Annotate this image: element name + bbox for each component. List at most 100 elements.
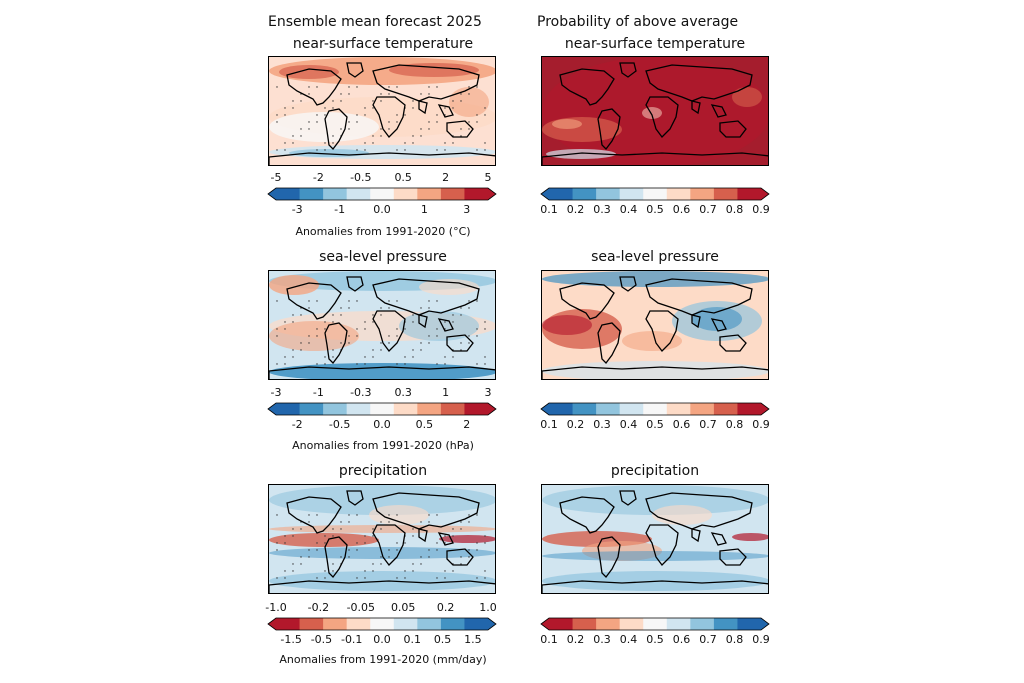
right-column-title: Probability of above average <box>537 14 739 30</box>
map-field-region <box>449 87 489 117</box>
ens-temp-unit-label: Anomalies from 1991-2020 (°C) <box>295 225 471 238</box>
colorbar-tick-label: 0.9 <box>752 203 770 216</box>
colorbar-tick-label: 0.4 <box>619 418 638 431</box>
map-field-region <box>269 485 495 515</box>
map-field-region <box>419 279 479 295</box>
ens-temp-colorbar: -5 -2 -0.5 0.5 2 5 -3 -1 0.0 1 3 <box>267 171 497 216</box>
colorbar-extend-high <box>761 618 769 630</box>
colorbar-tick-label: 0.8 <box>725 418 744 431</box>
colorbar-segment <box>276 188 301 200</box>
colorbar-tick-label: 0.7 <box>699 418 717 431</box>
colorbar-segment <box>417 618 442 630</box>
colorbar-segment <box>299 403 324 415</box>
prob-precip-title: precipitation <box>610 463 700 479</box>
ens-precip-map <box>268 484 496 594</box>
colorbar-tick-label: 0.9 <box>752 633 770 646</box>
colorbar-tick-label: 0.4 <box>619 203 638 216</box>
map-field-region <box>542 271 768 287</box>
colorbar-tick-label: -0.5 <box>310 633 333 646</box>
map-field-region <box>542 485 768 515</box>
ens-precip-colorbar: -1.0 -0.2 -0.05 0.05 0.2 1.0 -1.5 -0.5 -0.1 0.0 0.… <box>265 601 497 646</box>
map-field-region <box>269 321 359 351</box>
colorbar-extend-high <box>488 618 496 630</box>
colorbar-segment <box>464 403 489 415</box>
map-field-region <box>652 505 712 525</box>
colorbar-tick-label: 0.5 <box>646 633 664 646</box>
colorbar-tick-label: 0.2 <box>566 633 585 646</box>
colorbar-segment <box>572 618 597 630</box>
colorbar-tick-label: 0.9 <box>752 418 770 431</box>
colorbar-tick-label: 0.6 <box>672 203 691 216</box>
colorbar-tick-label: 0.5 <box>646 203 664 216</box>
map-field-region <box>546 149 616 159</box>
colorbar-segment <box>713 618 738 630</box>
colorbar-tick-label: 0.5 <box>433 633 452 646</box>
colorbar-tick-label: -2 <box>312 171 324 184</box>
colorbar-extend-low <box>268 188 276 200</box>
colorbar-segment <box>370 188 395 200</box>
colorbar-segment <box>713 403 738 415</box>
colorbar-segment <box>619 618 644 630</box>
colorbar-segment <box>619 403 644 415</box>
colorbar-tick-label: 0.6 <box>672 633 691 646</box>
colorbar-outline <box>267 402 497 416</box>
colorbar-tick-label: 0.1 <box>540 633 558 646</box>
colorbar-segment <box>619 188 644 200</box>
colorbar-tick-label: -3 <box>270 386 282 399</box>
colorbar-extend-high <box>761 403 769 415</box>
colorbar-extend-low <box>268 403 276 415</box>
colorbar-extend-low <box>268 618 276 630</box>
colorbar-segment <box>713 188 738 200</box>
colorbar-tick-label: 0.2 <box>436 601 455 614</box>
colorbar-tick-label: -3 <box>291 203 303 216</box>
colorbar-segment <box>417 188 442 200</box>
colorbar-segment <box>276 403 301 415</box>
colorbar-segment <box>323 188 348 200</box>
coastlines <box>542 62 768 165</box>
colorbar-outline <box>267 617 497 631</box>
map-field-region <box>269 275 319 295</box>
map-field-region <box>269 533 379 547</box>
colorbar-tick-label: 0.3 <box>593 418 611 431</box>
colorbar-tick-label: 0.1 <box>403 633 422 646</box>
colorbar-extend-low <box>541 188 549 200</box>
colorbar-tick-label: 0.3 <box>394 386 412 399</box>
colorbar-tick-label: 2 <box>442 171 450 184</box>
colorbar-extend-high <box>761 188 769 200</box>
colorbar-segment <box>299 618 324 630</box>
coastlines <box>542 276 768 379</box>
colorbar-segment <box>440 188 465 200</box>
colorbar-tick-label: 1 <box>442 386 450 399</box>
colorbar-segment <box>572 188 597 200</box>
colorbar-tick-label: -1.5 <box>280 633 302 646</box>
prob-temp-title: near-surface temperature <box>564 36 746 52</box>
colorbar-tick-label: 0.7 <box>699 633 717 646</box>
significance-stippling <box>276 86 486 151</box>
colorbar-segment <box>464 188 489 200</box>
colorbar-segment <box>346 403 371 415</box>
colorbar-tick-label: 0.4 <box>619 633 638 646</box>
ens-temp-title: near-surface temperature <box>292 36 474 52</box>
prob-precip-colorbar: 0.1 0.2 0.3 0.4 0.5 0.6 0.7 0.8 0.9 <box>540 617 770 646</box>
colorbar-segment <box>643 188 668 200</box>
colorbar-segment <box>393 618 418 630</box>
colorbar-segment <box>323 618 348 630</box>
ens-precip-title: precipitation <box>338 463 428 479</box>
colorbar-tick-label: 0.3 <box>593 203 611 216</box>
colorbar-segment <box>276 618 301 630</box>
colorbar-tick-label: 5 <box>484 171 492 184</box>
colorbar-segment <box>393 188 418 200</box>
colorbar-segment <box>690 188 715 200</box>
colorbar-segment <box>323 403 348 415</box>
map-field-region <box>269 112 379 142</box>
map-field-region <box>439 535 495 543</box>
ens-precip-unit-label: Anomalies from 1991-2020 (mm/day) <box>279 653 487 666</box>
colorbar-extend-low <box>541 403 549 415</box>
colorbar-tick-label: 0.7 <box>699 203 717 216</box>
colorbar-segment <box>596 403 621 415</box>
colorbar-segment <box>737 618 762 630</box>
colorbar-segment <box>690 618 715 630</box>
ens-slp-unit-label: Anomalies from 1991-2020 (hPa) <box>292 439 474 452</box>
coastlines <box>269 62 495 165</box>
colorbar-tick-label: 0.3 <box>593 633 611 646</box>
